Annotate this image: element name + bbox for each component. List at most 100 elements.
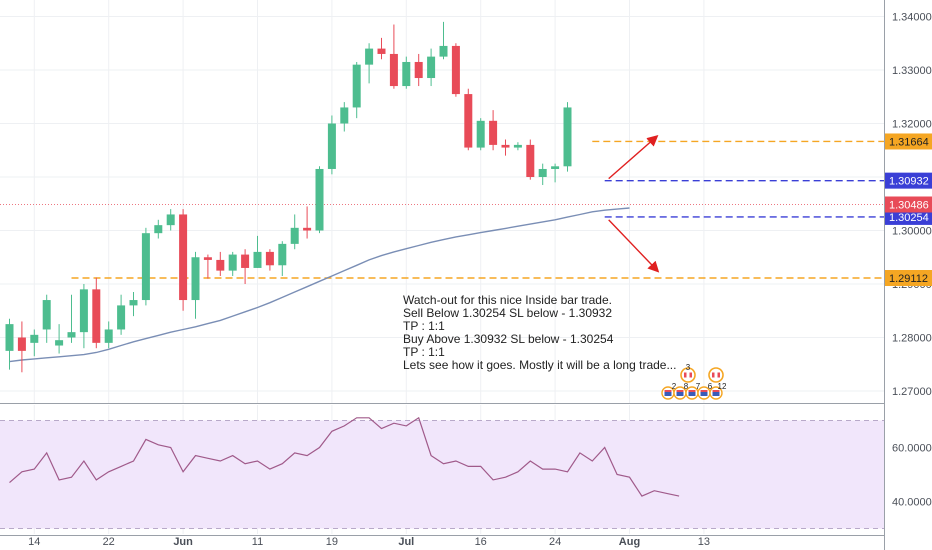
candle: [303, 206, 312, 239]
candle: [278, 241, 287, 276]
flag-icon: [700, 392, 708, 396]
candle: [551, 163, 560, 183]
candle-body: [17, 337, 26, 351]
price-tick-label: 1.33000: [892, 65, 932, 77]
event-icon: 12: [709, 382, 727, 400]
candle-body: [377, 48, 386, 54]
candle-body: [538, 168, 547, 177]
candle: [5, 318, 14, 370]
price-axis: 1.340001.330001.320001.310001.300001.290…: [885, 12, 932, 509]
time-tick-label: 14: [28, 536, 40, 548]
time-tick-label: 11: [252, 536, 263, 548]
flag-icon: [714, 372, 718, 378]
time-tick-label: 13: [698, 536, 710, 548]
economic-events[interactable]: 3 2 8 7 6 12: [661, 363, 727, 400]
candle: [290, 214, 299, 250]
annotation-line: Watch-out for this nice Inside bar trade…: [403, 293, 612, 307]
annotation-line: TP : 1:1: [403, 319, 445, 333]
candle: [464, 88, 473, 151]
candle: [17, 321, 26, 373]
flag-icon: [712, 390, 720, 392]
annotation-line: Sell Below 1.30254 SL below - 1.30932: [403, 306, 613, 320]
candle-body: [5, 324, 14, 351]
candle: [340, 102, 349, 132]
candle-body: [241, 254, 250, 268]
flag-icon: [700, 390, 708, 392]
candle: [117, 294, 126, 335]
candle-body: [191, 257, 200, 301]
time-tick-label: 22: [103, 536, 115, 548]
candle-body: [203, 257, 212, 260]
rsi-tick-label: 40.0000: [892, 497, 932, 509]
candle-body: [30, 334, 39, 343]
candle-body: [427, 56, 436, 79]
candle-body: [327, 123, 336, 169]
projection-arrows: [608, 135, 660, 273]
level-tag: [885, 270, 932, 287]
candle: [563, 102, 572, 172]
candle-body: [303, 227, 312, 231]
candle: [92, 277, 101, 349]
flag-icon: [688, 390, 696, 392]
flag-icon: [688, 392, 696, 396]
candle: [389, 24, 398, 89]
price-tick-label: 1.28000: [892, 333, 932, 345]
candle: [79, 284, 88, 349]
rsi-tick-label: 60.0000: [892, 443, 932, 455]
candle-body: [389, 53, 398, 87]
candle-body: [489, 120, 498, 145]
candle: [179, 209, 188, 311]
level-tag-label: 1.29112: [889, 273, 928, 285]
candle-body: [526, 144, 535, 177]
candle: [42, 294, 51, 343]
level-tag-label: 1.30254: [889, 212, 929, 224]
annotation-line: Buy Above 1.30932 SL below - 1.30254: [403, 332, 614, 346]
candle: [191, 251, 200, 319]
level-tag: [885, 208, 932, 225]
candle: [327, 115, 336, 175]
candle-body: [451, 45, 460, 95]
buy-arrow: [608, 135, 659, 180]
candle-body: [513, 144, 522, 148]
candle: [154, 219, 163, 239]
rsi-line: [9, 416, 680, 497]
candle-body: [166, 214, 175, 226]
candle: [451, 43, 460, 97]
candle-body: [464, 94, 473, 148]
event-count: 6: [708, 382, 713, 391]
candle: [427, 48, 436, 87]
candle: [241, 249, 250, 284]
trade-annotation: Watch-out for this nice Inside bar trade…: [403, 294, 676, 372]
flag-icon: [664, 392, 672, 396]
level-lines: [0, 140, 884, 279]
candle: [526, 139, 535, 180]
candle-body: [154, 225, 163, 234]
sell-arrow: [608, 219, 660, 273]
candle-body: [501, 144, 510, 148]
candle-body: [104, 329, 113, 343]
candle-body: [265, 251, 274, 266]
moving-average-line: [9, 207, 630, 363]
rsi-band: [0, 420, 884, 529]
candle-body: [117, 305, 126, 330]
event-icon: 8: [673, 382, 689, 400]
event-icon: 2: [661, 382, 677, 400]
candle: [141, 227, 150, 306]
annotation-line: TP : 1:1: [403, 345, 445, 359]
event-count: 7: [696, 382, 701, 391]
candle-body: [365, 48, 374, 65]
candle-body: [315, 168, 324, 231]
candle-body: [179, 214, 188, 301]
candle-body: [67, 332, 76, 338]
candle: [352, 61, 361, 119]
candle: [365, 43, 374, 84]
candle: [203, 254, 212, 279]
candle-body: [129, 300, 138, 306]
moving-average: [9, 207, 630, 363]
flag-icon: [664, 390, 672, 392]
candle: [104, 321, 113, 349]
candle: [402, 56, 411, 89]
candle: [414, 53, 423, 87]
event-count: 3: [686, 363, 691, 372]
